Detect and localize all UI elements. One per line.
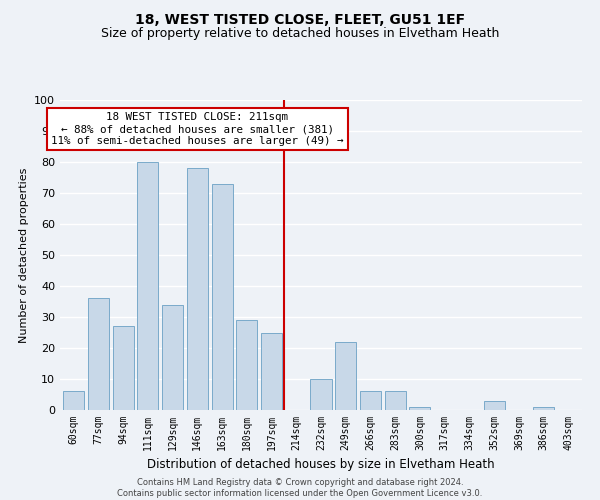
Bar <box>236 320 257 410</box>
Text: Contains HM Land Registry data © Crown copyright and database right 2024.
Contai: Contains HM Land Registry data © Crown c… <box>118 478 482 498</box>
Bar <box>187 168 208 410</box>
Bar <box>113 326 134 410</box>
Bar <box>261 332 282 410</box>
Bar <box>335 342 356 410</box>
Bar <box>162 304 183 410</box>
Bar <box>63 392 84 410</box>
Bar <box>409 407 430 410</box>
Bar <box>137 162 158 410</box>
Bar <box>310 379 332 410</box>
Text: 18 WEST TISTED CLOSE: 211sqm
← 88% of detached houses are smaller (381)
11% of s: 18 WEST TISTED CLOSE: 211sqm ← 88% of de… <box>51 112 344 146</box>
Bar <box>533 407 554 410</box>
Bar <box>360 392 381 410</box>
Text: 18, WEST TISTED CLOSE, FLEET, GU51 1EF: 18, WEST TISTED CLOSE, FLEET, GU51 1EF <box>135 12 465 26</box>
Y-axis label: Number of detached properties: Number of detached properties <box>19 168 29 342</box>
Bar <box>385 392 406 410</box>
Bar <box>484 400 505 410</box>
Bar <box>212 184 233 410</box>
X-axis label: Distribution of detached houses by size in Elvetham Heath: Distribution of detached houses by size … <box>147 458 495 471</box>
Text: Size of property relative to detached houses in Elvetham Heath: Size of property relative to detached ho… <box>101 28 499 40</box>
Bar <box>88 298 109 410</box>
